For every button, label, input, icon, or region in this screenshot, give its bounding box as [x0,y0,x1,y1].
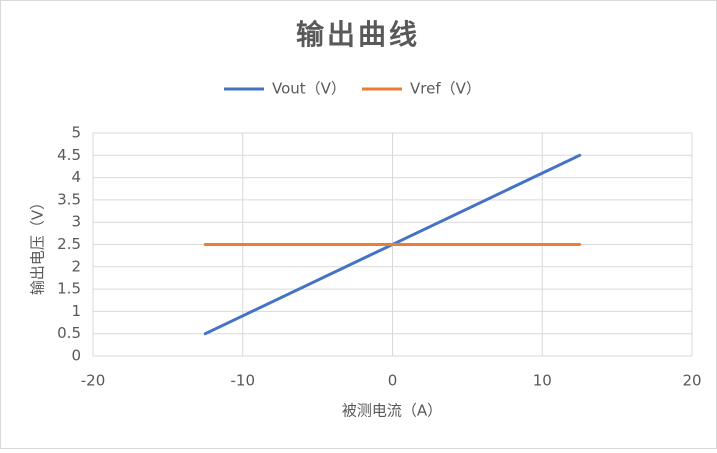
y-tick-label: 2 [71,257,81,275]
legend-label: Vref（V） [410,80,481,98]
x-tick-label: -20 [81,372,106,390]
y-tick-label: 3 [71,213,81,231]
x-tick-label: 20 [682,372,701,390]
chart-title: 输出曲线 [296,18,420,51]
y-tick-label: 4 [71,168,81,186]
y-tick-label: 5 [71,124,81,142]
x-tick-label: -10 [231,372,256,390]
y-tick-label: 0 [71,347,81,365]
y-tick-label: 4.5 [57,146,81,164]
y-tick-label: 1.5 [57,280,81,298]
legend-label: Vout（V） [272,80,346,98]
y-tick-label: 2.5 [57,235,81,253]
x-axis-label: 被测电流（A） [342,402,442,420]
x-tick-label: 10 [533,372,552,390]
x-tick-label: 0 [388,372,398,390]
y-tick-label: 1 [71,302,81,320]
y-axis-label: 输出电压（V） [29,195,47,295]
y-tick-label: 3.5 [57,190,81,208]
y-tick-label: 0.5 [57,324,81,342]
